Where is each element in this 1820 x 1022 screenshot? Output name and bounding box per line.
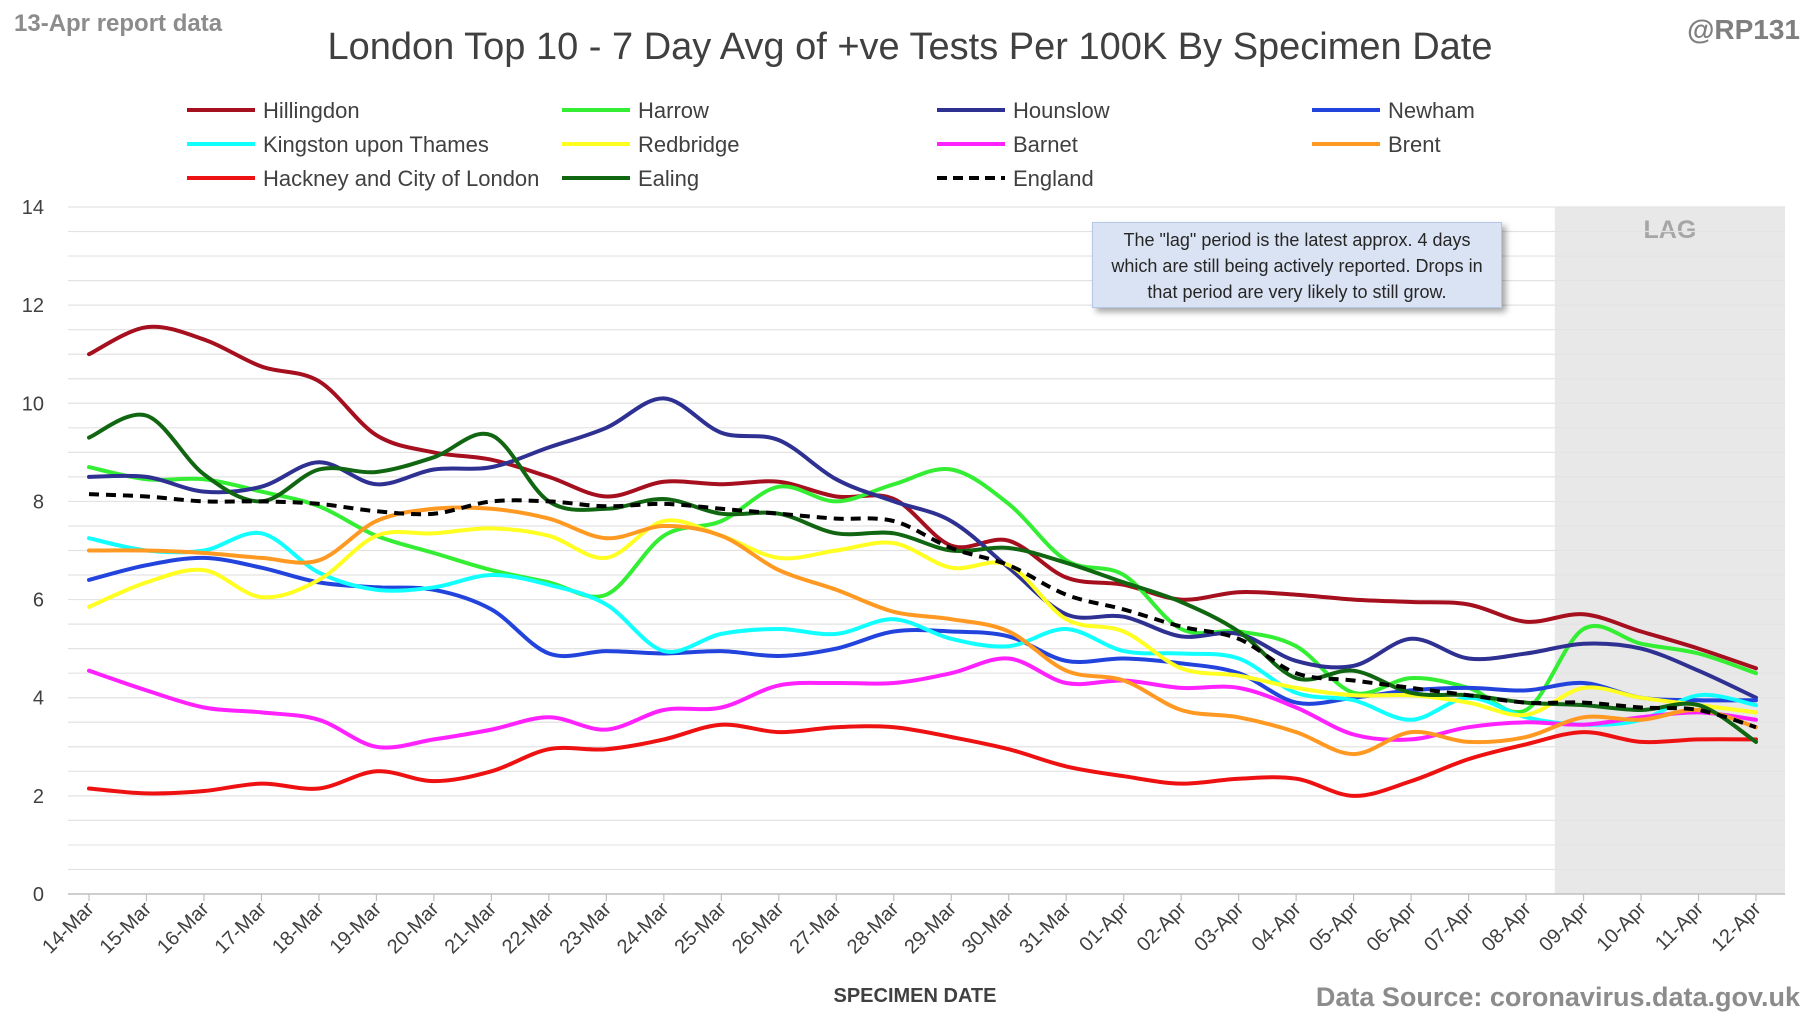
y-tick-label: 12: [22, 295, 44, 317]
series-lines: [87, 324, 1758, 798]
chart-title: London Top 10 - 7 Day Avg of +ve Tests P…: [327, 26, 1493, 68]
series-line-ealing: [87, 412, 1758, 744]
x-tick-label: 17-Mar: [211, 898, 272, 959]
series-line-kingston-upon-thames: [87, 530, 1758, 727]
legend-label-hillingdon: Hillingdon: [263, 98, 360, 123]
x-tick-label: 23-Mar: [556, 898, 617, 959]
legend: Hillingdon Harrow Hounslow Newham Kingston u…: [187, 98, 1475, 191]
x-tick-label: 03-Apr: [1190, 898, 1248, 956]
x-tick-label: 16-Mar: [153, 898, 214, 959]
series-line-hounslow: [87, 396, 1758, 700]
x-tick-label: 10-Apr: [1593, 898, 1651, 956]
x-tick-label: 21-Mar: [441, 898, 502, 959]
legend-label-england: England: [1013, 166, 1094, 191]
axes: 0 2 4 6 8 10 12 14 14-Mar15-Mar16-Mar17-Mar18-Ma…: [22, 197, 1785, 958]
author-handle: @RP131: [1687, 14, 1800, 45]
legend-label-ealing: Ealing: [638, 166, 699, 191]
x-axis-title: SPECIMEN DATE: [834, 985, 997, 1007]
x-tick-label: 29-Mar: [900, 898, 961, 959]
x-tick-label: 30-Mar: [958, 898, 1019, 959]
legend-label-kingston-upon-thames: Kingston upon Thames: [263, 132, 489, 157]
x-tick-label: 08-Apr: [1478, 898, 1536, 956]
y-tick-label: 6: [33, 590, 44, 612]
series-line-england: [88, 492, 1757, 730]
y-tick-label: 4: [33, 688, 44, 710]
x-tick-label: 12-Apr: [1708, 898, 1766, 956]
x-tick-label: 04-Apr: [1248, 898, 1306, 956]
series-line-hillingdon: [87, 324, 1758, 671]
y-tick-label: 2: [33, 786, 44, 808]
legend-label-hackney-and-city-of-london: Hackney and City of London: [263, 166, 539, 191]
x-tick-label: 05-Apr: [1305, 898, 1363, 956]
x-tick-label: 25-Mar: [670, 898, 731, 959]
legend-label-barnet: Barnet: [1013, 132, 1078, 157]
lag-label: LAG: [1644, 216, 1697, 244]
x-tick-label: 15-Mar: [96, 898, 157, 959]
data-source: Data Source: coronavirus.data.gov.uk: [1315, 982, 1800, 1012]
legend-label-hounslow: Hounslow: [1013, 98, 1110, 123]
x-tick-label: 19-Mar: [326, 898, 387, 959]
legend-label-redbridge: Redbridge: [638, 132, 740, 157]
x-tick-label: 06-Apr: [1363, 898, 1421, 956]
x-tick-label: 26-Mar: [728, 898, 789, 959]
gridlines: [68, 206, 1785, 871]
legend-label-brent: Brent: [1388, 132, 1441, 157]
series-line-hackney-and-city-of-london: [87, 722, 1758, 798]
y-tick-label: 14: [22, 197, 44, 219]
y-tick-label: 0: [33, 884, 44, 906]
report-date-note: 13-Apr report data: [14, 10, 223, 37]
x-tick-label: 01-Apr: [1075, 898, 1133, 956]
x-tick-label: 18-Mar: [268, 898, 329, 959]
series-line-redbridge: [87, 518, 1758, 718]
x-tick-label: 31-Mar: [1015, 898, 1076, 959]
y-tick-label: 8: [33, 491, 44, 513]
x-tick-label: 22-Mar: [498, 898, 559, 959]
legend-label-newham: Newham: [1388, 98, 1475, 123]
x-tick-label: 20-Mar: [383, 898, 444, 959]
x-tick-label: 14-Mar: [38, 898, 99, 959]
legend-label-harrow: Harrow: [638, 98, 709, 123]
lag-annotation-box: The "lag" period is the latest approx. 4…: [1092, 222, 1502, 308]
x-tick-label: 28-Mar: [843, 898, 904, 959]
y-tick-label: 10: [22, 393, 44, 415]
x-tick-label: 09-Apr: [1535, 898, 1593, 956]
series-line-brent: [87, 505, 1758, 757]
series-line-harrow: [87, 465, 1758, 714]
x-tick-label: 24-Mar: [613, 898, 674, 959]
x-tick-label: 07-Apr: [1420, 898, 1478, 956]
series-line-barnet: [87, 656, 1758, 750]
x-tick-label: 27-Mar: [785, 898, 846, 959]
x-tick-label: 02-Apr: [1133, 898, 1191, 956]
x-tick-label: 11-Apr: [1651, 898, 1708, 955]
